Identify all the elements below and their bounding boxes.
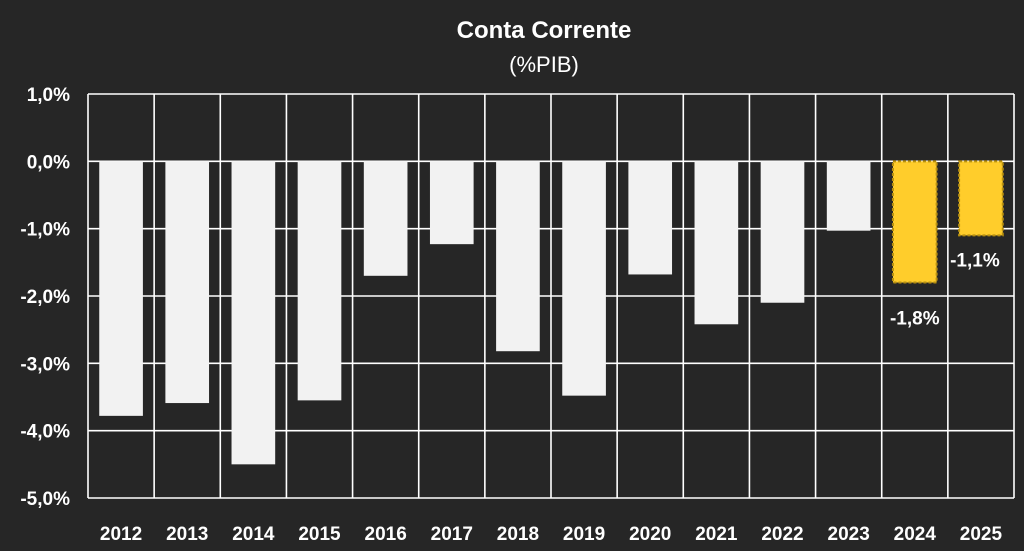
bar: [496, 161, 540, 352]
bar: [760, 161, 805, 303]
data-label: -1,8%: [890, 309, 940, 330]
x-tick-label: 2024: [894, 524, 937, 545]
y-tick-label: -3,0%: [20, 354, 70, 375]
x-tick-label: 2018: [497, 524, 539, 545]
bar: [231, 161, 276, 465]
y-tick-label: -5,0%: [20, 489, 70, 510]
x-tick-label: 2023: [828, 524, 870, 545]
y-tick-label: 1,0%: [27, 85, 70, 106]
bars: [99, 160, 1004, 465]
x-tick-label: 2025: [960, 524, 1003, 545]
x-tick-label: 2021: [695, 524, 738, 545]
bar: [297, 161, 342, 401]
gridlines: [87, 93, 1015, 499]
x-tick-label: 2020: [629, 524, 671, 545]
bar: [363, 161, 408, 276]
bar: [628, 161, 673, 275]
x-tick-label: 2022: [761, 524, 803, 545]
forecast-bar: [891, 160, 938, 284]
y-tick-label: -2,0%: [20, 287, 70, 308]
y-tick-label: 0,0%: [27, 152, 70, 173]
x-tick-label: 2013: [166, 524, 208, 545]
bar: [165, 161, 210, 404]
x-tick-label: 2016: [365, 524, 407, 545]
chart-subtitle: (%PIB): [509, 52, 579, 77]
x-tick-label: 2019: [563, 524, 605, 545]
x-tick-label: 2014: [232, 524, 275, 545]
x-tick-label: 2017: [431, 524, 473, 545]
data-label: -1,1%: [950, 250, 1000, 271]
y-axis-ticks: 1,0% 0,0% -1,0% -2,0% -3,0% -4,0% -5,0%: [20, 85, 70, 510]
bar: [826, 161, 871, 231]
bar: [562, 161, 606, 396]
bar: [429, 161, 474, 245]
x-tick-label: 2015: [298, 524, 341, 545]
x-axis-ticks: 2012 2013 2014 2015 2016 2017 2018 2019 2020 2021…: [100, 524, 1003, 545]
chart-title: Conta Corrente: [457, 17, 632, 44]
bar: [694, 161, 739, 325]
y-tick-label: -1,0%: [20, 220, 70, 241]
y-tick-label: -4,0%: [20, 422, 70, 443]
x-tick-label: 2012: [100, 524, 142, 545]
forecast-bar: [958, 160, 1004, 237]
data-labels: -1,8% -1,1%: [890, 250, 1000, 329]
bar: [99, 161, 143, 416]
